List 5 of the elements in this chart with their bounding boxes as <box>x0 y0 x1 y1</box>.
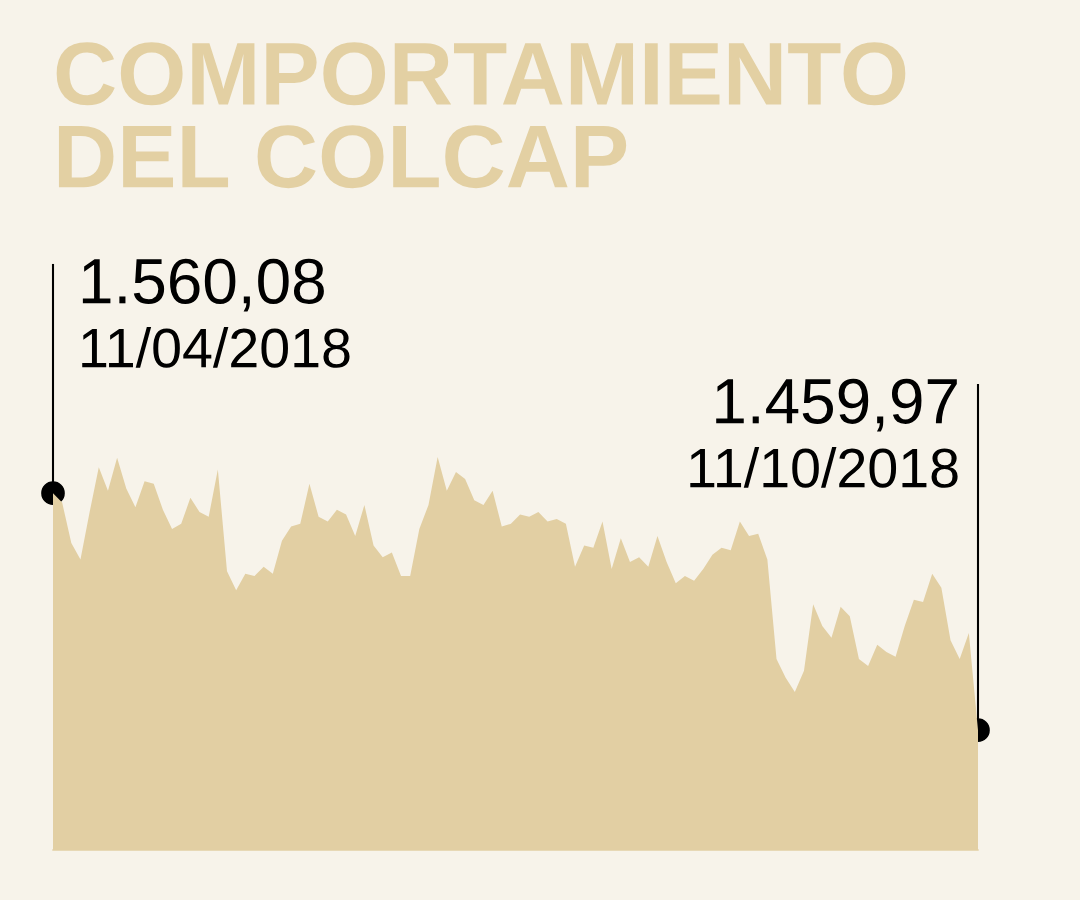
chart-title: COMPORTAMIENTO DEL COLCAP <box>56 42 906 189</box>
text: 1.560,08 <box>82 258 324 312</box>
annotation: 11/10/2018 <box>690 447 958 488</box>
text: 1.459,97 <box>716 378 957 432</box>
text: 11/04/2018 <box>82 327 350 368</box>
